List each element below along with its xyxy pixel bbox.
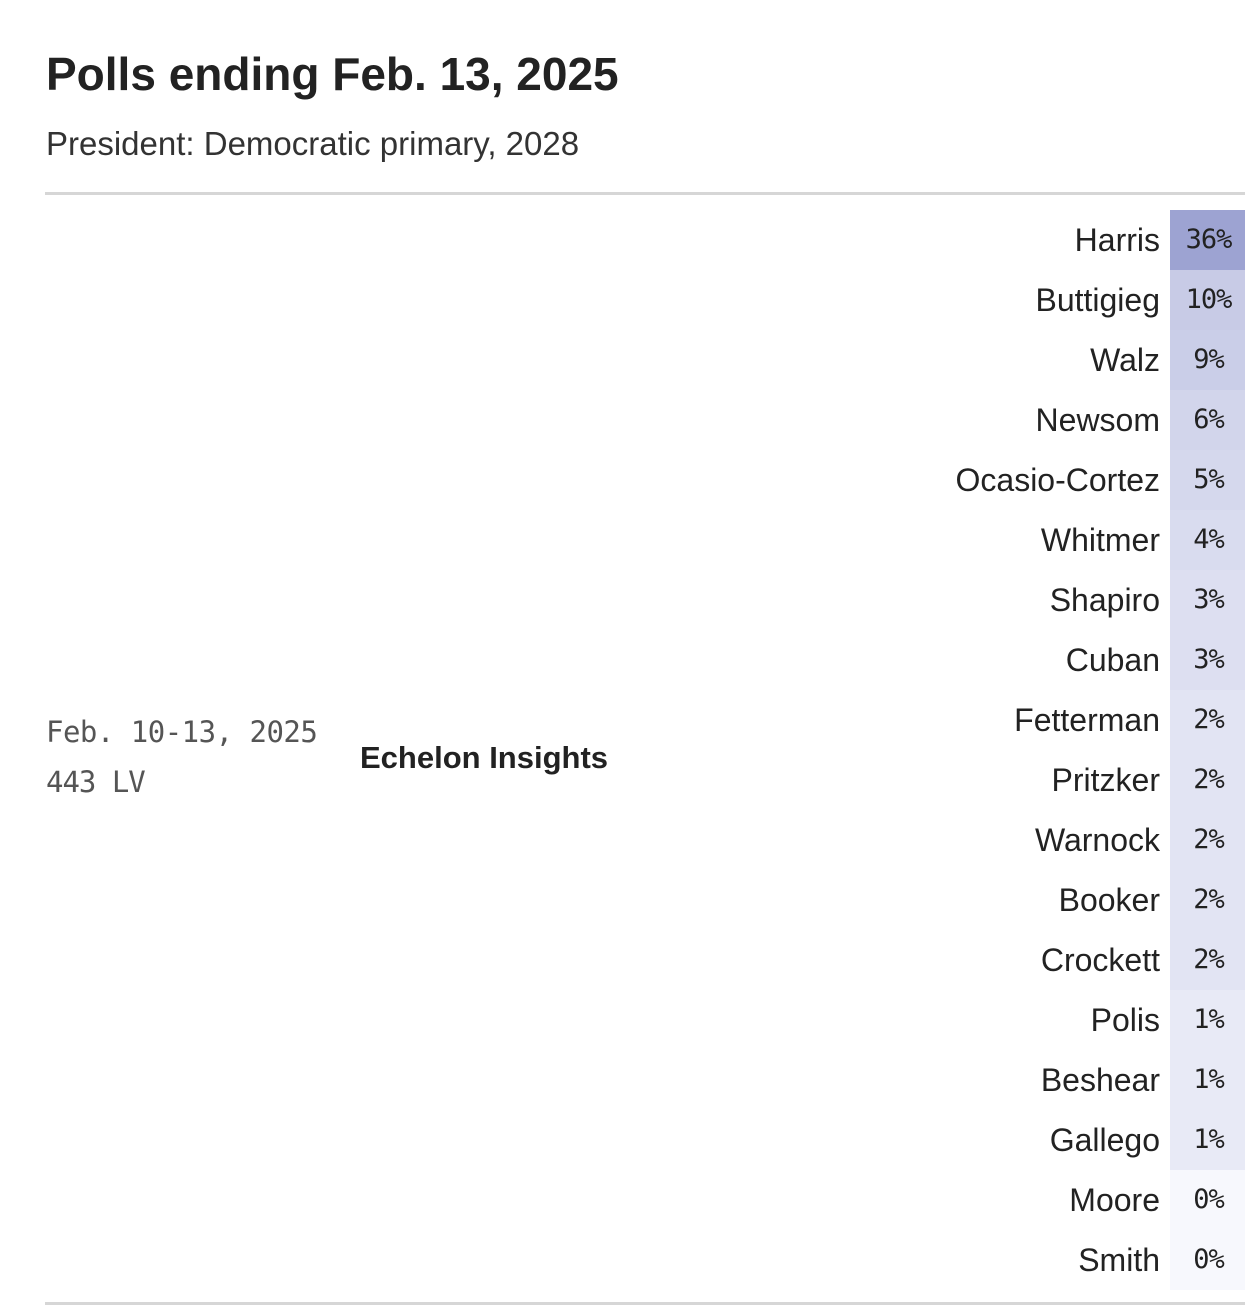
- result-value-cell: 1%: [1170, 1110, 1245, 1170]
- result-value-cell: 5%: [1170, 450, 1245, 510]
- candidate-name: Cuban: [1065, 642, 1160, 678]
- bottom-divider: [45, 1302, 1245, 1305]
- result-row: Buttigieg 10%: [700, 270, 1245, 330]
- result-value-cell: 0%: [1170, 1230, 1245, 1290]
- candidate-name: Harris: [1074, 222, 1160, 258]
- candidate-name: Crockett: [1040, 942, 1160, 978]
- candidate-name: Polis: [1090, 1002, 1160, 1038]
- result-value-cell: 2%: [1170, 750, 1245, 810]
- result-row: Crockett 2%: [700, 930, 1245, 990]
- poll-sample-size: 443 LV: [46, 765, 146, 799]
- page-title: Polls ending Feb. 13, 2025: [46, 48, 619, 100]
- candidate-name: Pritzker: [1051, 762, 1160, 798]
- pollster-name[interactable]: Echelon Insights: [360, 740, 609, 775]
- candidate-name: Booker: [1058, 882, 1160, 918]
- candidate-name: Moore: [1069, 1182, 1160, 1218]
- result-value-cell: 2%: [1170, 930, 1245, 990]
- result-value-cell: 6%: [1170, 390, 1245, 450]
- result-value-cell: 2%: [1170, 810, 1245, 870]
- page-subtitle: President: Democratic primary, 2028: [46, 125, 580, 162]
- result-row: Harris 36%: [700, 210, 1245, 270]
- candidate-name: Beshear: [1040, 1062, 1160, 1098]
- result-value-cell: 0%: [1170, 1170, 1245, 1230]
- result-value-cell: 10%: [1170, 270, 1245, 330]
- candidate-name: Smith: [1078, 1242, 1160, 1278]
- candidate-name: Fetterman: [1014, 702, 1160, 738]
- result-row: Newsom 6%: [700, 390, 1245, 450]
- candidate-name: Walz: [1090, 342, 1160, 378]
- result-value-cell: 1%: [1170, 1050, 1245, 1110]
- candidate-name: Ocasio-Cortez: [955, 462, 1161, 498]
- poll-results-list: Harris 36% Buttigieg 10% Walz 9% Newsom 6% Ocasi…: [700, 210, 1245, 1290]
- result-value-cell: 4%: [1170, 510, 1245, 570]
- result-row: Beshear 1%: [700, 1050, 1245, 1110]
- result-value-cell: 2%: [1170, 870, 1245, 930]
- result-row: Warnock 2%: [700, 810, 1245, 870]
- result-value-cell: 9%: [1170, 330, 1245, 390]
- result-value-cell: 36%: [1170, 210, 1245, 270]
- result-row: Walz 9%: [700, 330, 1245, 390]
- result-row: Shapiro 3%: [700, 570, 1245, 630]
- result-value-cell: 3%: [1170, 570, 1245, 630]
- result-value-cell: 2%: [1170, 690, 1245, 750]
- top-divider: [45, 192, 1245, 195]
- result-row: Pritzker 2%: [700, 750, 1245, 810]
- candidate-name: Whitmer: [1040, 522, 1160, 558]
- result-row: Fetterman 2%: [700, 690, 1245, 750]
- candidate-name: Buttigieg: [1035, 282, 1160, 318]
- result-value-cell: 1%: [1170, 990, 1245, 1050]
- result-row: Ocasio-Cortez 5%: [700, 450, 1245, 510]
- poll-dates: Feb. 10-13, 2025: [46, 715, 318, 749]
- result-row: Polis 1%: [700, 990, 1245, 1050]
- candidate-name: Shapiro: [1049, 582, 1160, 618]
- result-row: Cuban 3%: [700, 630, 1245, 690]
- result-row: Whitmer 4%: [700, 510, 1245, 570]
- result-row: Booker 2%: [700, 870, 1245, 930]
- result-row: Gallego 1%: [700, 1110, 1245, 1170]
- candidate-name: Warnock: [1034, 822, 1160, 858]
- result-value-cell: 3%: [1170, 630, 1245, 690]
- candidate-name: Newsom: [1035, 402, 1160, 438]
- candidate-name: Gallego: [1049, 1122, 1160, 1158]
- result-row: Moore 0%: [700, 1170, 1245, 1230]
- result-row: Smith 0%: [700, 1230, 1245, 1290]
